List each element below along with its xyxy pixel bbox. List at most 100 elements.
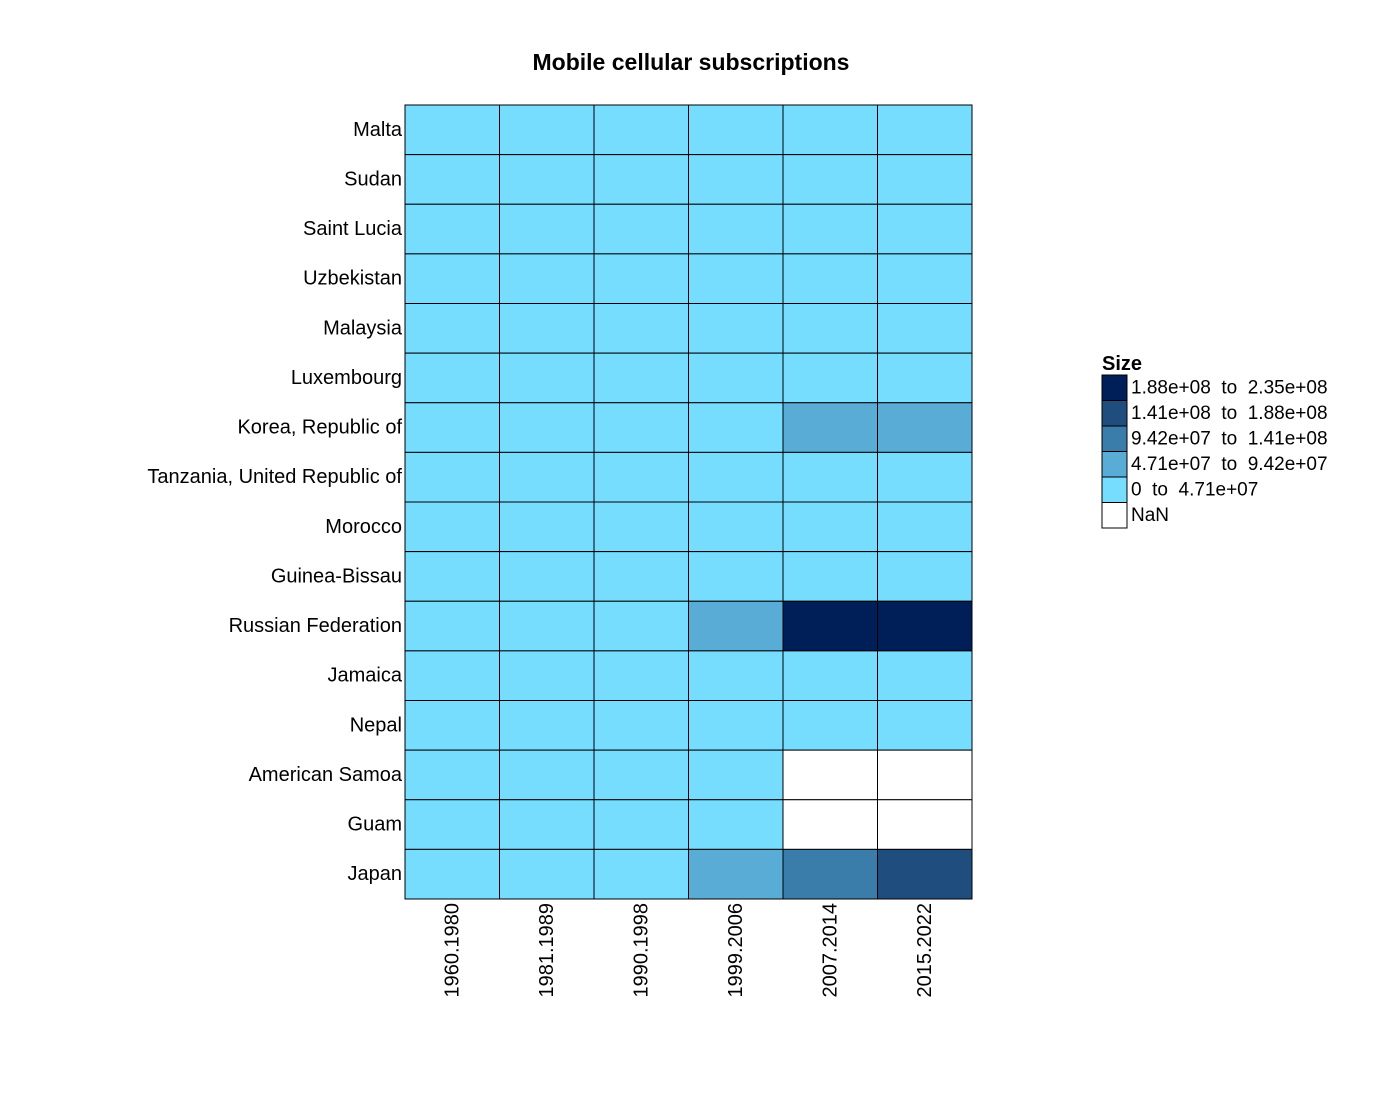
cell-luxembourg-1981-1989	[499, 352, 595, 404]
cell-jamaica-2015-2022	[877, 650, 973, 701]
cell-malaysia-2007-2014	[782, 303, 878, 354]
cell-tanzania-united-republic-of-1981-1989	[499, 451, 595, 503]
cell-american-samoa-1960-1980	[404, 749, 500, 801]
cell-russian-federation-1999-2006	[688, 600, 784, 652]
row-label-morocco: Morocco	[325, 516, 402, 538]
cell-malta-1999-2006	[688, 104, 784, 156]
cell-uzbekistan-1981-1989	[499, 253, 595, 304]
cell-malta-1981-1989	[499, 104, 595, 156]
cell-guam-1990-1998	[593, 799, 689, 850]
cell-tanzania-united-republic-of-1990-1998	[593, 451, 689, 503]
cell-uzbekistan-2015-2022	[877, 253, 973, 304]
cell-nepal-1999-2006	[688, 700, 784, 751]
legend-key-3	[1101, 451, 1128, 478]
cell-russian-federation-2015-2022	[877, 600, 973, 652]
row-label-saint-lucia: Saint Lucia	[303, 218, 403, 240]
cell-luxembourg-2007-2014	[782, 352, 878, 404]
row-label-korea-republic-of: Korea, Republic of	[237, 417, 402, 439]
legend-label-5: NaN	[1131, 505, 1169, 526]
row-label-american-samoa: American Samoa	[249, 764, 403, 786]
row-label-guam: Guam	[348, 814, 402, 836]
column-label-1999-2006: 1999.2006	[725, 903, 747, 998]
cell-luxembourg-1999-2006	[688, 352, 784, 404]
cell-korea-republic-of-1990-1998	[593, 402, 689, 453]
cell-nepal-1981-1989	[499, 700, 595, 751]
cell-guam-1960-1980	[404, 799, 500, 850]
heatmap-cells	[404, 104, 973, 900]
cell-american-samoa-2015-2022	[877, 749, 973, 801]
cell-korea-republic-of-2007-2014	[782, 402, 878, 453]
cell-uzbekistan-1960-1980	[404, 253, 500, 304]
cell-american-samoa-1999-2006	[688, 749, 784, 801]
legend-title: Size	[1102, 353, 1142, 375]
cell-sudan-1981-1989	[499, 154, 595, 205]
row-label-nepal: Nepal	[350, 714, 402, 736]
cell-saint-lucia-2015-2022	[877, 203, 973, 255]
cell-guinea-bissau-1981-1989	[499, 551, 595, 602]
cell-korea-republic-of-1960-1980	[404, 402, 500, 453]
cell-morocco-1999-2006	[688, 501, 784, 553]
legend: Size 1.88e+08 to 2.35e+08 1.41e+08 to 1.8…	[1101, 353, 1328, 529]
legend-label-0: 1.88e+08 to 2.35e+08	[1131, 377, 1328, 398]
cell-saint-lucia-1990-1998	[593, 203, 689, 255]
cell-malta-1960-1980	[404, 104, 500, 156]
cell-jamaica-1981-1989	[499, 650, 595, 701]
cell-saint-lucia-1999-2006	[688, 203, 784, 255]
cell-japan-2007-2014	[782, 848, 878, 900]
cell-luxembourg-2015-2022	[877, 352, 973, 404]
cell-morocco-2015-2022	[877, 501, 973, 553]
cell-malaysia-1990-1998	[593, 303, 689, 354]
cell-jamaica-2007-2014	[782, 650, 878, 701]
cell-uzbekistan-1990-1998	[593, 253, 689, 304]
column-label-1960-1980: 1960.1980	[441, 903, 463, 998]
legend-key-5	[1101, 502, 1128, 529]
row-label-guinea-bissau: Guinea-Bissau	[271, 565, 402, 587]
cell-nepal-1990-1998	[593, 700, 689, 751]
cell-american-samoa-1990-1998	[593, 749, 689, 801]
column-label-2007-2014: 2007.2014	[819, 903, 841, 998]
cell-guam-2015-2022	[877, 799, 973, 850]
row-labels: Malta Sudan Saint Lucia Uzbekistan Malaysia L…	[147, 119, 402, 885]
legend-label-1: 1.41e+08 to 1.88e+08	[1131, 403, 1328, 424]
cell-japan-1999-2006	[688, 848, 784, 900]
row-label-tanzania-united-republic-of: Tanzania, United Republic of	[147, 466, 402, 488]
cell-sudan-2015-2022	[877, 154, 973, 205]
row-label-uzbekistan: Uzbekistan	[303, 268, 402, 290]
cell-guam-2007-2014	[782, 799, 878, 850]
cell-japan-1981-1989	[499, 848, 595, 900]
cell-russian-federation-2007-2014	[782, 600, 878, 652]
cell-morocco-2007-2014	[782, 501, 878, 553]
cell-guam-1981-1989	[499, 799, 595, 850]
column-labels: 1960.1980 1981.1989 1990.1998 1999.2006 2007…	[441, 903, 936, 998]
cell-saint-lucia-2007-2014	[782, 203, 878, 255]
cell-tanzania-united-republic-of-1960-1980	[404, 451, 500, 503]
cell-american-samoa-1981-1989	[499, 749, 595, 801]
legend-key-2	[1101, 425, 1128, 452]
cell-russian-federation-1990-1998	[593, 600, 689, 652]
column-label-2015-2022: 2015.2022	[914, 903, 936, 998]
cell-japan-1960-1980	[404, 848, 500, 900]
row-label-jamaica: Jamaica	[328, 665, 403, 687]
cell-malta-1990-1998	[593, 104, 689, 156]
cell-korea-republic-of-1999-2006	[688, 402, 784, 453]
cell-tanzania-united-republic-of-1999-2006	[688, 451, 784, 503]
cell-luxembourg-1990-1998	[593, 352, 689, 404]
legend-key-0	[1101, 374, 1128, 401]
cell-tanzania-united-republic-of-2007-2014	[782, 451, 878, 503]
legend-label-2: 9.42e+07 to 1.41e+08	[1131, 428, 1328, 449]
cell-russian-federation-1960-1980	[404, 600, 500, 652]
cell-morocco-1960-1980	[404, 501, 500, 553]
cell-malaysia-2015-2022	[877, 303, 973, 354]
cell-guinea-bissau-2015-2022	[877, 551, 973, 602]
cell-american-samoa-2007-2014	[782, 749, 878, 801]
cell-malaysia-1999-2006	[688, 303, 784, 354]
row-label-russian-federation: Russian Federation	[229, 615, 402, 637]
grid-frame	[404, 104, 973, 900]
cell-uzbekistan-1999-2006	[688, 253, 784, 304]
row-label-malaysia: Malaysia	[323, 317, 403, 339]
cell-russian-federation-1981-1989	[499, 600, 595, 652]
legend-key-1	[1101, 400, 1128, 427]
row-label-malta: Malta	[353, 119, 403, 141]
chart-title: Mobile cellular subscriptions	[533, 49, 850, 75]
cell-uzbekistan-2007-2014	[782, 253, 878, 304]
